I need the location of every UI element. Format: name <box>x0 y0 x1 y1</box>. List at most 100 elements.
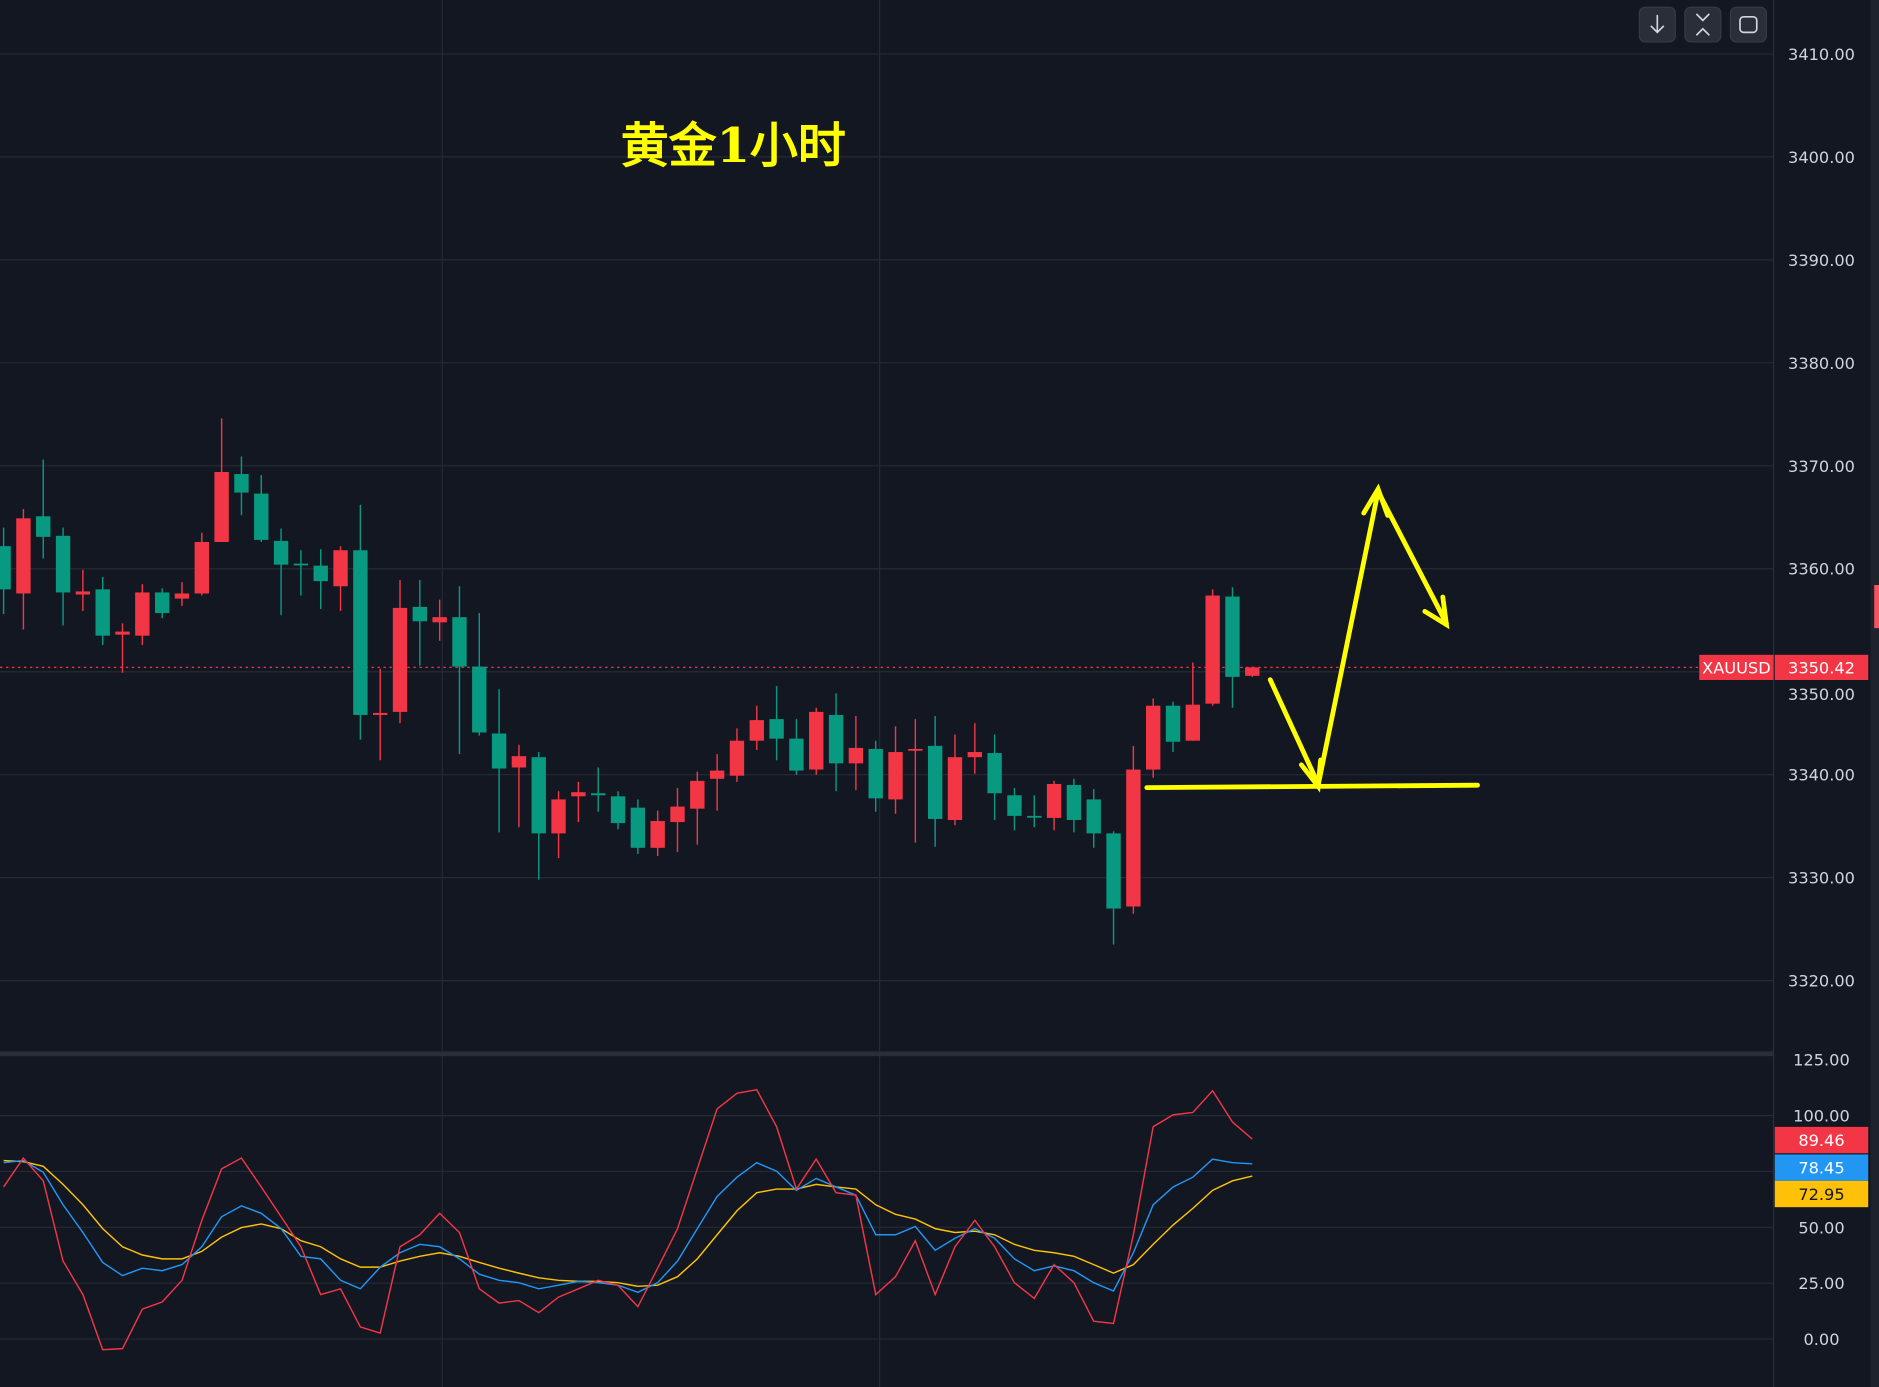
candle <box>809 707 824 775</box>
fullscreen-button[interactable] <box>1729 6 1767 43</box>
arrow-up-line[interactable] <box>1315 489 1381 788</box>
indicator-tick-label: 100.00 <box>1793 1107 1850 1126</box>
arrow-head-icon <box>1422 594 1450 630</box>
candle-body <box>828 714 844 764</box>
candle-body <box>610 796 626 824</box>
candle-body <box>372 712 388 715</box>
price-tick-label: 3330.00 <box>1788 869 1855 888</box>
chart-toolbar <box>1638 6 1767 43</box>
indicator-value-tag-bg <box>1774 1154 1869 1181</box>
candle-body <box>234 474 249 493</box>
candle-body <box>75 591 91 595</box>
candle <box>432 599 447 641</box>
candle-body <box>1185 704 1201 741</box>
candle-body <box>1205 595 1220 704</box>
symbol-tag-bg <box>1699 654 1774 680</box>
candle <box>650 810 665 857</box>
candle-body <box>1245 667 1260 676</box>
indicator-value-label: 72.95 <box>1798 1185 1844 1204</box>
candle-body <box>135 592 150 636</box>
arrow-down-line[interactable] <box>1267 677 1321 787</box>
candle <box>313 549 328 609</box>
candle-body <box>709 770 725 779</box>
collapse-icon <box>1696 13 1710 36</box>
candle <box>115 623 130 673</box>
candle-body <box>1027 815 1042 818</box>
candle <box>392 580 408 724</box>
candle-body <box>115 631 130 635</box>
candle <box>36 459 51 559</box>
candle <box>234 456 249 516</box>
candle-body <box>1046 783 1062 818</box>
indicator-value-label: 89.46 <box>1798 1131 1844 1150</box>
candle-body <box>452 617 467 667</box>
candle-body <box>95 589 110 636</box>
indicator-grid <box>0 1114 1774 1340</box>
support-line[interactable] <box>1144 782 1480 791</box>
candle-body <box>511 756 527 768</box>
fullscreen-icon <box>1739 15 1758 34</box>
candle <box>1245 666 1260 677</box>
candle <box>987 734 1002 820</box>
candle <box>927 716 943 847</box>
candle-body <box>432 617 447 623</box>
candle-body <box>1145 705 1161 770</box>
candle <box>1185 662 1201 741</box>
candle-body <box>214 471 229 542</box>
candle <box>75 569 91 611</box>
candle <box>610 791 626 830</box>
candle <box>1086 789 1101 848</box>
candle-body <box>154 592 170 614</box>
candle-body <box>55 535 71 593</box>
price-tick-label: 3390.00 <box>1788 251 1855 270</box>
candle <box>194 532 209 596</box>
arrow-down-line[interactable] <box>1375 489 1449 626</box>
scroll-marker <box>1874 585 1879 629</box>
candle <box>1106 831 1121 945</box>
candle <box>531 752 546 880</box>
annotation-drawings[interactable] <box>1144 483 1480 793</box>
candle <box>690 771 705 845</box>
candle <box>273 528 289 616</box>
candle <box>353 504 368 740</box>
collapse-button[interactable] <box>1684 6 1722 43</box>
candle <box>551 791 566 859</box>
candle-body <box>1066 784 1082 820</box>
candle <box>591 767 606 812</box>
candle-body <box>591 793 606 796</box>
candle-body <box>1126 769 1141 907</box>
candle-body <box>967 752 982 758</box>
indicator-axis[interactable]: 125.00 100.00 50.00 25.00 0.00 <box>1793 1051 1850 1349</box>
symbol-tag: XAUUSD 3350.42 <box>1699 654 1869 680</box>
indicator-value-tags: 89.46 78.45 72.95 <box>1774 1126 1869 1208</box>
candle <box>789 719 804 775</box>
candle <box>452 586 467 755</box>
candle <box>848 716 864 791</box>
candle-body <box>333 550 348 587</box>
price-axis[interactable]: 3410.00 3400.00 3390.00 3380.00 3370.00 3360.… <box>1788 45 1855 991</box>
last-price-label: 3350.42 <box>1788 658 1855 677</box>
price-grid <box>0 53 1774 982</box>
scroll-to-latest-button[interactable] <box>1638 6 1676 43</box>
candle <box>55 527 71 626</box>
candles <box>0 418 1260 945</box>
symbol-label: XAUUSD <box>1702 658 1771 677</box>
candle-body <box>174 593 190 599</box>
candle-body <box>690 780 705 809</box>
candle-body <box>789 738 804 771</box>
candle-body <box>412 606 428 622</box>
indicator-tick-label: 50.00 <box>1798 1218 1844 1237</box>
scrollbar[interactable] <box>1870 0 1879 1387</box>
price-tick-label: 3410.00 <box>1788 45 1855 64</box>
candle <box>709 754 725 811</box>
candle <box>0 527 11 615</box>
candle-body <box>868 748 883 799</box>
candle-body <box>888 752 903 800</box>
candle-body <box>36 516 51 537</box>
candle <box>571 781 586 823</box>
candle-body <box>908 748 923 751</box>
candle <box>293 550 309 596</box>
candle <box>511 744 527 828</box>
candle <box>670 788 685 852</box>
